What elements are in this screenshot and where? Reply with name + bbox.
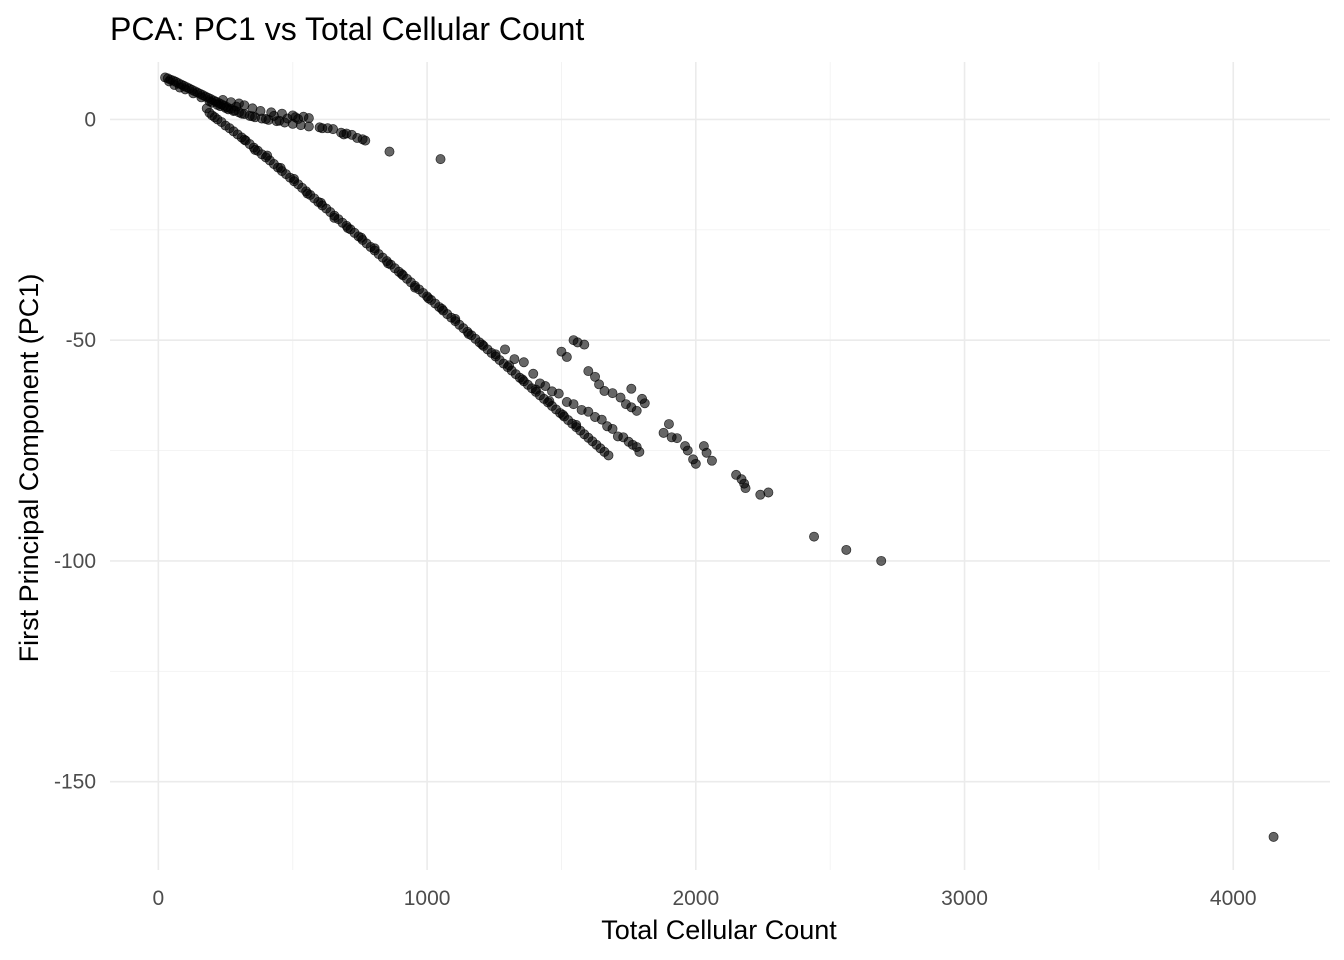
data-point — [360, 135, 371, 146]
data-point — [518, 357, 529, 368]
data-point — [477, 339, 488, 350]
data-point — [583, 366, 594, 377]
data-point — [841, 544, 852, 555]
y-tick-label: 0 — [84, 108, 96, 131]
x-tick-label: 4000 — [1210, 887, 1257, 910]
data-point — [396, 268, 407, 279]
data-point — [701, 447, 712, 458]
data-point — [383, 258, 394, 269]
data-point — [410, 282, 420, 293]
data-point — [607, 388, 618, 399]
data-point — [594, 379, 605, 390]
x-tick-label: 2000 — [672, 887, 719, 910]
data-point — [322, 123, 333, 134]
data-point — [303, 121, 314, 132]
x-axis-ticks: 0 1000 2000 3000 4000 — [153, 887, 1257, 910]
x-tick-label: 3000 — [941, 887, 988, 910]
data-point — [450, 314, 461, 324]
data-point — [315, 197, 326, 208]
data-point — [500, 344, 510, 355]
x-tick-label: 1000 — [404, 887, 451, 910]
data-point — [706, 455, 717, 466]
data-point — [579, 339, 590, 350]
data-point — [590, 371, 600, 382]
data-point — [423, 293, 434, 304]
y-axis-title: First Principal Component (PC1) — [14, 274, 44, 663]
data-point — [302, 188, 313, 199]
data-point — [384, 146, 395, 157]
data-points — [160, 72, 1279, 842]
data-point — [634, 446, 645, 457]
data-point — [369, 243, 380, 254]
y-tick-label: -150 — [54, 771, 96, 794]
data-point — [663, 419, 674, 430]
data-point — [509, 354, 520, 365]
data-point — [217, 95, 228, 105]
data-point — [463, 329, 474, 339]
data-point — [690, 458, 701, 469]
data-point — [553, 388, 564, 399]
data-point — [356, 232, 367, 243]
y-tick-label: -100 — [54, 550, 96, 573]
y-tick-label: -50 — [66, 329, 96, 352]
data-point — [568, 399, 579, 410]
data-point — [658, 427, 669, 438]
data-point — [583, 406, 594, 417]
data-point — [303, 113, 314, 124]
data-point — [631, 405, 642, 416]
data-point — [504, 360, 515, 371]
data-point — [329, 212, 340, 223]
data-point — [517, 374, 528, 385]
data-point — [1268, 831, 1279, 842]
data-point — [290, 112, 301, 123]
data-point — [262, 150, 273, 161]
data-point — [639, 398, 650, 409]
data-point — [603, 450, 614, 461]
data-point — [234, 98, 244, 109]
data-point — [436, 303, 447, 314]
data-point — [341, 128, 352, 139]
data-point — [490, 349, 501, 360]
data-point — [180, 84, 191, 95]
data-point — [740, 483, 751, 494]
data-point — [672, 433, 682, 444]
data-point — [607, 423, 618, 434]
x-axis-title: Total Cellular Count — [601, 915, 837, 945]
data-point — [809, 531, 820, 542]
data-point — [282, 113, 293, 124]
data-point — [682, 445, 693, 456]
data-point — [561, 351, 572, 362]
data-point — [876, 555, 887, 566]
data-point — [626, 383, 637, 394]
data-point — [255, 106, 266, 116]
data-point — [239, 134, 250, 145]
data-point — [342, 223, 353, 233]
data-point — [435, 154, 446, 165]
data-point — [268, 110, 279, 121]
data-point — [596, 414, 607, 425]
data-point — [289, 174, 300, 184]
data-point — [275, 163, 286, 173]
y-axis-ticks: 0 -50 -100 -150 — [54, 108, 96, 793]
data-point — [557, 409, 568, 420]
x-tick-label: 0 — [153, 887, 165, 910]
data-point — [528, 368, 539, 379]
data-point — [763, 487, 774, 498]
data-point — [250, 144, 261, 155]
grid-layer — [110, 62, 1330, 870]
data-point — [196, 92, 207, 103]
chart-title: PCA: PC1 vs Total Cellular Count — [110, 11, 584, 47]
data-point — [188, 88, 199, 99]
data-point — [544, 396, 555, 407]
data-point — [571, 419, 582, 430]
data-point — [540, 381, 551, 392]
data-point — [615, 392, 626, 403]
